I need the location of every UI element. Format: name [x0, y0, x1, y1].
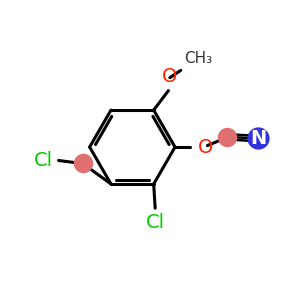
Text: N: N — [250, 129, 266, 148]
Text: O: O — [197, 138, 213, 157]
Text: Cl: Cl — [146, 214, 165, 232]
Text: O: O — [162, 67, 178, 85]
Text: CH₃: CH₃ — [184, 51, 212, 66]
Text: Cl: Cl — [34, 151, 53, 170]
